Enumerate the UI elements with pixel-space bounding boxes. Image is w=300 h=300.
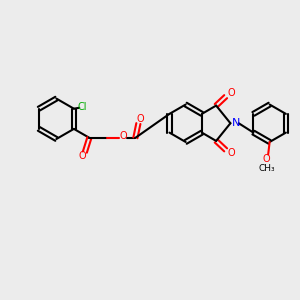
- Text: O: O: [119, 131, 127, 141]
- Text: O: O: [227, 88, 235, 98]
- Text: O: O: [79, 151, 87, 161]
- Text: Cl: Cl: [77, 102, 87, 112]
- Text: N: N: [232, 118, 240, 128]
- Text: O: O: [263, 154, 271, 164]
- Text: O: O: [227, 148, 235, 158]
- Text: CH₃: CH₃: [258, 164, 275, 172]
- Text: O: O: [136, 114, 144, 124]
